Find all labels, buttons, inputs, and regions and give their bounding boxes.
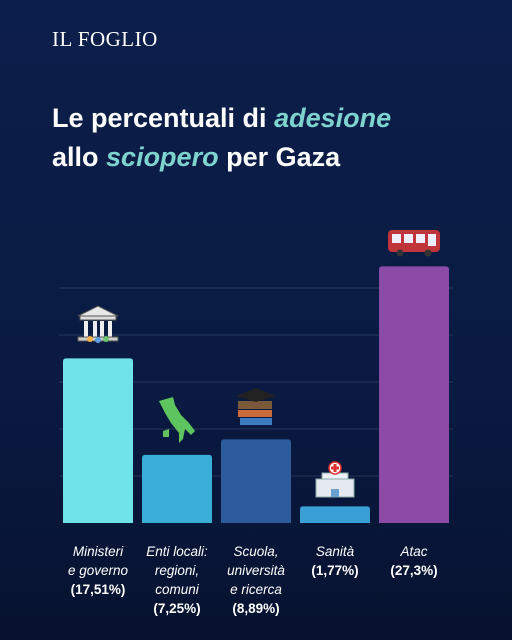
value-label: (1,77%) — [311, 563, 358, 578]
bar — [221, 439, 291, 523]
icon-hospital — [315, 461, 355, 498]
x-tick-label: Enti locali: — [146, 544, 208, 559]
value-label: (8,89%) — [232, 601, 279, 616]
bar — [379, 266, 449, 523]
x-tick-label: Ministeri — [73, 544, 124, 559]
x-tick-label: università — [227, 563, 285, 578]
title-part: per Gaza — [226, 142, 341, 172]
x-tick-label: Atac — [399, 544, 427, 559]
bar — [142, 454, 212, 523]
chart-title: Le percentuali di adesione — [52, 103, 391, 133]
x-tick-label: e governo — [68, 563, 129, 578]
value-label: (27,3%) — [390, 563, 437, 578]
x-tick-label: regioni, — [155, 563, 199, 578]
chart-title: allo sciopero per Gaza — [52, 142, 341, 172]
title-part: Le percentuali di — [52, 103, 267, 133]
x-tick-label: comuni — [155, 582, 200, 597]
icon-ministry — [77, 305, 119, 343]
bar — [300, 506, 370, 523]
icon-italy — [159, 397, 195, 443]
brand: IL FOGLIO — [52, 27, 158, 51]
title-highlight: sciopero — [106, 142, 219, 172]
x-tick-label: Sanità — [316, 544, 355, 559]
x-tick-label: Scuola, — [233, 544, 278, 559]
value-label: (17,51%) — [71, 582, 126, 597]
value-label: (7,25%) — [153, 601, 200, 616]
icon-school — [236, 388, 276, 425]
title-highlight: adesione — [274, 103, 391, 133]
icon-bus — [388, 230, 440, 257]
title-part: allo — [52, 142, 99, 172]
bar — [63, 358, 133, 523]
x-tick-label: e ricerca — [230, 582, 282, 597]
